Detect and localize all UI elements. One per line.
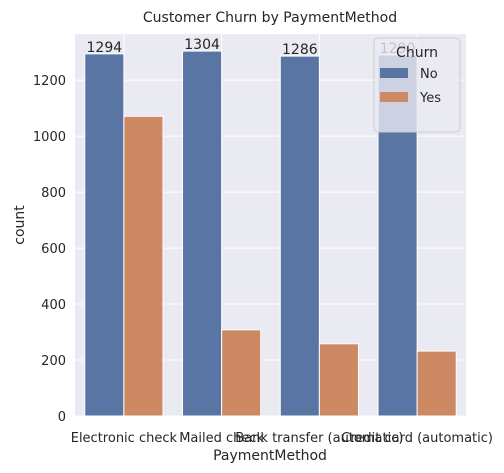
bar-value-label: 1286 [282,42,318,58]
y-tick-label: 1000 [33,130,66,145]
bar-no-3 [279,55,320,417]
y-axis-ticks: 0 200 400 600 800 1000 1200 [33,74,66,425]
legend-swatch-no [380,68,408,78]
legend-box [373,37,461,133]
y-tick-label: 1200 [33,74,66,89]
bar-yes-2 [221,329,262,417]
bar-yes-3 [318,343,359,417]
legend-title: Churn [396,45,438,61]
y-tick-label: 600 [41,242,66,257]
y-tick-label: 0 [58,410,66,425]
legend-swatch-yes [380,92,408,102]
legend-entry-yes: Yes [419,91,441,106]
legend-entry-no: No [420,67,438,82]
bar-no-2 [182,50,223,417]
legend: Churn No Yes [373,37,461,133]
y-tick-label: 800 [41,186,66,201]
chart-title: Customer Churn by PaymentMethod [143,10,397,26]
y-tick-label: 200 [41,354,66,369]
bar-value-label: 1304 [184,37,220,53]
bar-value-label: 1294 [87,40,123,56]
y-axis-label: count [12,205,28,245]
y-tick-label: 400 [41,298,66,313]
bar-yes-4 [416,350,457,417]
x-tick-label: Electronic check [71,431,178,446]
x-tick-label: Mailed check [179,431,264,446]
bar-no-1 [84,53,125,417]
x-tick-label: Credit card (automatic) [341,431,493,446]
x-axis-label: PaymentMethod [213,448,327,464]
bar-yes-1 [123,115,164,417]
x-tick-label: Bank transfer (automatic) [235,431,403,446]
